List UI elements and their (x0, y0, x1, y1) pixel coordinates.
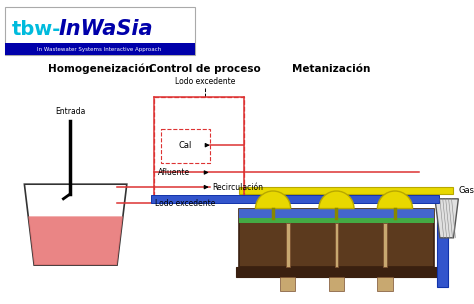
Polygon shape (435, 199, 458, 238)
Wedge shape (377, 191, 412, 209)
Text: Gas: Gas (458, 186, 474, 195)
Bar (437, 204, 447, 287)
Bar (239, 187, 454, 194)
Text: Homogeneización: Homogeneización (48, 64, 153, 74)
Bar (377, 277, 393, 292)
Text: In Wastewater Systems Interactive Approach: In Wastewater Systems Interactive Approa… (37, 47, 162, 52)
Bar (383, 223, 387, 267)
Bar (151, 195, 439, 203)
Text: Entrada: Entrada (55, 106, 86, 116)
Bar (5, 7, 195, 55)
Bar (236, 267, 437, 277)
Bar (161, 129, 210, 163)
Text: Afluente: Afluente (158, 168, 190, 177)
Bar (239, 209, 434, 267)
Bar (328, 277, 344, 292)
Polygon shape (24, 184, 127, 265)
Text: Cal: Cal (179, 141, 192, 150)
Text: tbw-: tbw- (12, 20, 61, 39)
Bar (154, 97, 244, 199)
Polygon shape (28, 216, 123, 265)
Wedge shape (319, 191, 354, 209)
Bar (239, 218, 434, 223)
Bar (239, 209, 434, 218)
Text: Lodo excedente: Lodo excedente (155, 199, 216, 208)
Wedge shape (255, 191, 291, 209)
Text: Lodo excedente: Lodo excedente (174, 77, 235, 86)
Text: Control de proceso: Control de proceso (149, 64, 261, 74)
Text: Recirculación: Recirculación (213, 183, 264, 192)
Text: Metanización: Metanización (292, 64, 371, 74)
Text: InWaSia: InWaSia (58, 19, 153, 39)
Bar (286, 223, 290, 267)
Bar (280, 277, 295, 292)
Bar (335, 223, 338, 267)
Bar (5, 43, 195, 55)
